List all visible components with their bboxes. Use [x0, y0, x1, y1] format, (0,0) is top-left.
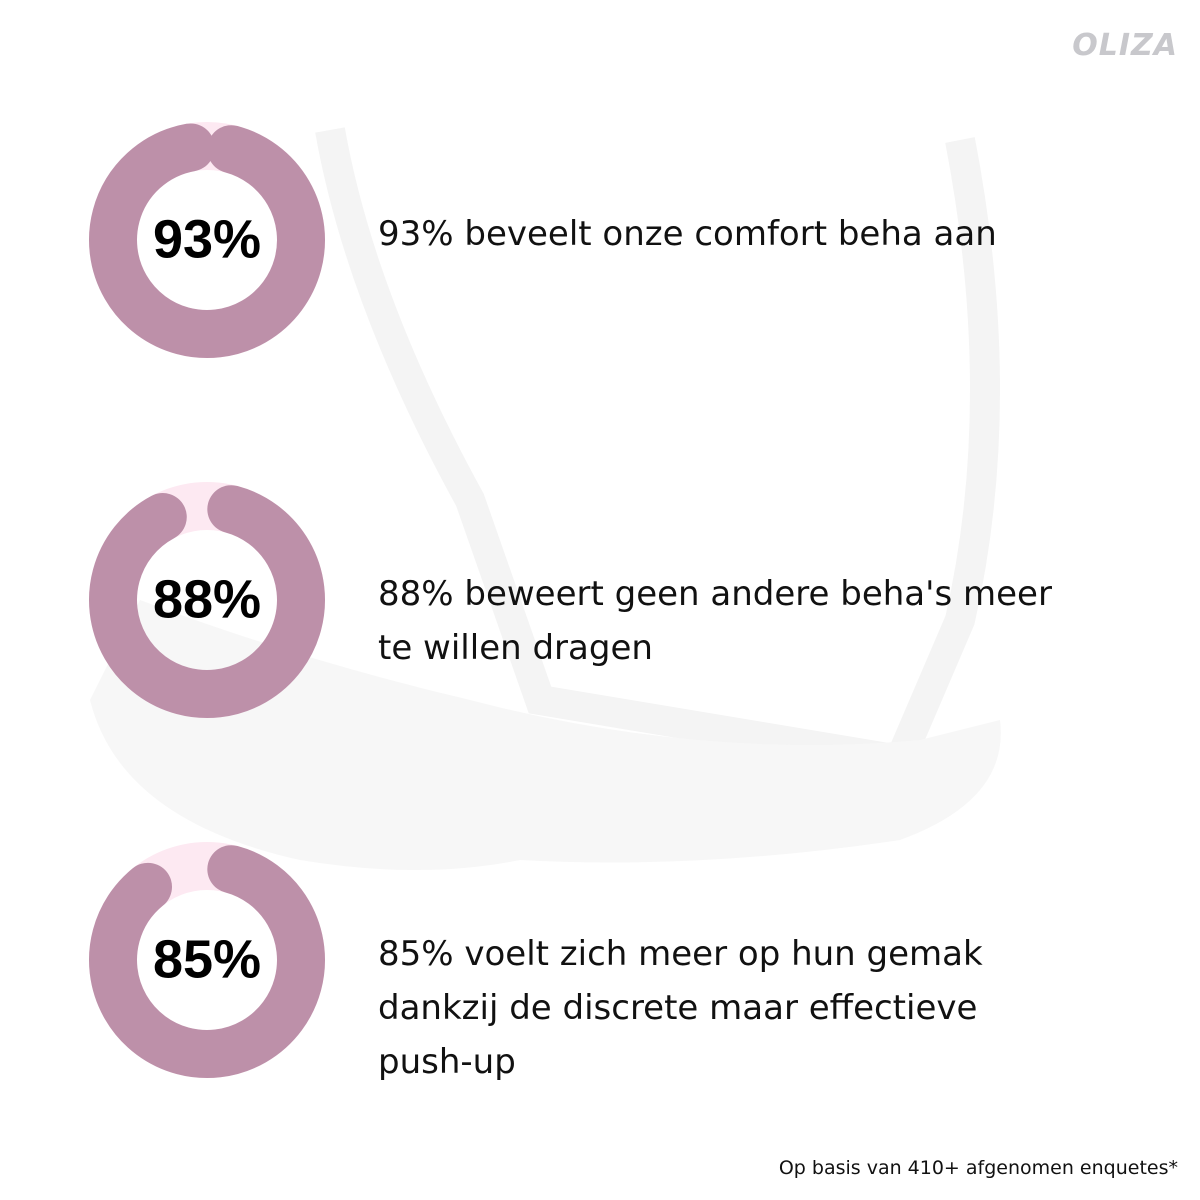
background-product: [315, 127, 1000, 777]
background-product: [90, 600, 1001, 870]
stat-text: 85% voelt zich meer op hun gemak dankzij…: [378, 934, 983, 1082]
donut-label: 88%: [153, 569, 261, 629]
footnote: Op basis van 410+ afgenomen enquetes*: [778, 1157, 1178, 1179]
logo: OLIZA: [1072, 28, 1178, 63]
donut-arc: [89, 842, 325, 1078]
donut-label: 93%: [153, 209, 261, 269]
donut-label: 85%: [153, 929, 261, 989]
stat-text: 93% beveelt onze comfort beha aan: [378, 214, 997, 254]
donut-arc: [89, 122, 325, 358]
stat-text: 88% beweert geen andere beha's meer te w…: [378, 574, 1052, 668]
donut-arc: [89, 482, 325, 718]
